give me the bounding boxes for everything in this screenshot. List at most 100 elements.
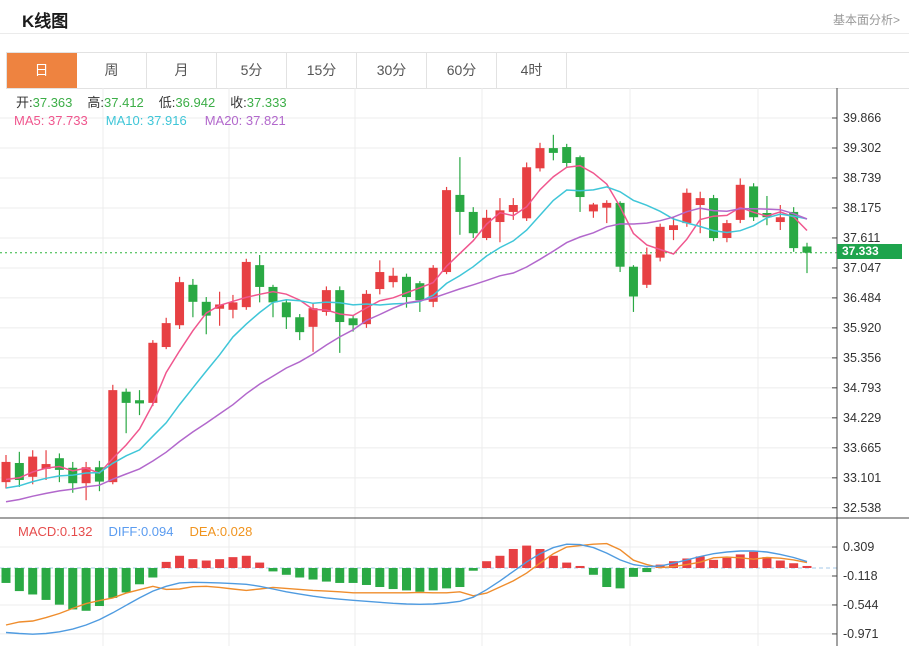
tab-4时[interactable]: 4时 [497, 53, 567, 88]
macd-bar [482, 561, 492, 568]
candle-body [268, 286, 278, 303]
title-divider [0, 33, 909, 34]
candle-body [522, 167, 532, 219]
candle-body [335, 290, 345, 323]
macd-bar [709, 559, 719, 568]
macd-bar [548, 555, 558, 568]
candle-body [41, 464, 51, 469]
candle-body [802, 246, 812, 253]
macd-bar [135, 568, 144, 585]
macd-bar [428, 568, 438, 591]
tab-月[interactable]: 月 [147, 53, 217, 88]
candle-body [535, 148, 545, 169]
macd-bar [602, 568, 612, 588]
tab-15分[interactable]: 15分 [287, 53, 357, 88]
price-axis-label: 33.665 [843, 441, 881, 455]
macd-bar [642, 568, 652, 573]
macd-bar [175, 555, 185, 568]
candle-body [722, 223, 732, 238]
macd-bar [682, 558, 692, 568]
macd-bar [28, 568, 38, 595]
macd-bar [468, 568, 478, 571]
tab-5分[interactable]: 5分 [217, 53, 287, 88]
candle-body [295, 317, 305, 333]
candle-body [321, 290, 331, 312]
macd-bar [522, 545, 532, 568]
candle-body [54, 458, 64, 470]
kline-chart-area[interactable]: 39.866 39.302 38.739 38.175 37.611 37.047 36.4… [0, 88, 909, 646]
macd-bar [228, 557, 238, 568]
candle-body [361, 293, 371, 325]
macd-bar [201, 560, 211, 568]
macd-bar [415, 568, 425, 592]
price-axis-label: 36.484 [843, 291, 881, 305]
candle-body [175, 282, 185, 326]
candle-body [455, 194, 465, 212]
macd-bar [508, 548, 518, 568]
price-axis-label: 32.538 [843, 501, 881, 515]
candle-body [108, 390, 118, 483]
macd-bar [402, 568, 411, 591]
macd-bar [628, 568, 638, 577]
tab-周[interactable]: 周 [77, 53, 147, 88]
macd-bar [495, 555, 505, 568]
candle-body [682, 192, 692, 224]
price-axis-label: 37.047 [843, 261, 881, 275]
macd-bar [94, 568, 104, 607]
macd-bar [442, 568, 452, 589]
candle-body [508, 205, 518, 212]
ma20-line [5, 207, 808, 503]
macd-bar [348, 568, 358, 583]
macd-bar [1, 568, 11, 583]
macd-axis-label: -0.118 [843, 569, 878, 583]
tab-30分[interactable]: 30分 [357, 53, 427, 88]
candle-body [348, 318, 358, 326]
macd-bar [388, 568, 398, 590]
macd-bar [588, 568, 598, 575]
diff-line [5, 543, 808, 635]
macd-bar [762, 557, 772, 568]
candle-body [228, 302, 238, 310]
macd-bar [669, 561, 678, 568]
kline-chart-canvas[interactable]: 39.866 39.302 38.739 38.175 37.611 37.047 36.4… [0, 88, 909, 646]
price-axis-label: 39.302 [843, 141, 881, 155]
interval-tabbar: 日周月 5分 15分 30分 60分 4时 [6, 52, 909, 89]
macd-bar [335, 568, 345, 583]
candle-body [428, 267, 438, 302]
candle-body [602, 202, 612, 208]
candle-body [121, 391, 131, 403]
macd-bar [562, 562, 572, 568]
dea-line [5, 542, 808, 626]
macd-bar [14, 568, 24, 592]
candle-body [789, 211, 799, 249]
macd-bar [215, 559, 225, 568]
candle-body [575, 157, 585, 198]
candle-body [669, 225, 678, 231]
tab-日[interactable]: 日 [7, 53, 77, 88]
macd-bar [789, 563, 799, 568]
price-axis-label: 35.356 [843, 351, 881, 365]
macd-bar [361, 568, 371, 585]
macd-bar [188, 559, 198, 568]
macd-bar [308, 568, 318, 580]
candle-body [695, 198, 705, 206]
macd-bar [722, 557, 732, 568]
macd-axis-label: 0.309 [843, 540, 874, 554]
candle-body [1, 461, 11, 483]
tab-60分[interactable]: 60分 [427, 53, 497, 88]
candle-body [775, 217, 785, 223]
candle-body [709, 198, 719, 238]
candle-body [375, 272, 385, 290]
candle-body [215, 304, 225, 309]
candle-body [148, 342, 158, 403]
macd-bar [735, 554, 745, 568]
price-axis-label: 37.611 [843, 231, 880, 245]
candle-body [628, 266, 638, 297]
candle-body [562, 147, 572, 163]
macd-bar [255, 562, 265, 568]
fundamental-analysis-link[interactable]: 基本面分析> [832, 13, 900, 27]
candle-body [255, 265, 265, 287]
price-axis-label: 33.101 [843, 471, 881, 485]
price-axis-label: 34.229 [843, 411, 881, 425]
